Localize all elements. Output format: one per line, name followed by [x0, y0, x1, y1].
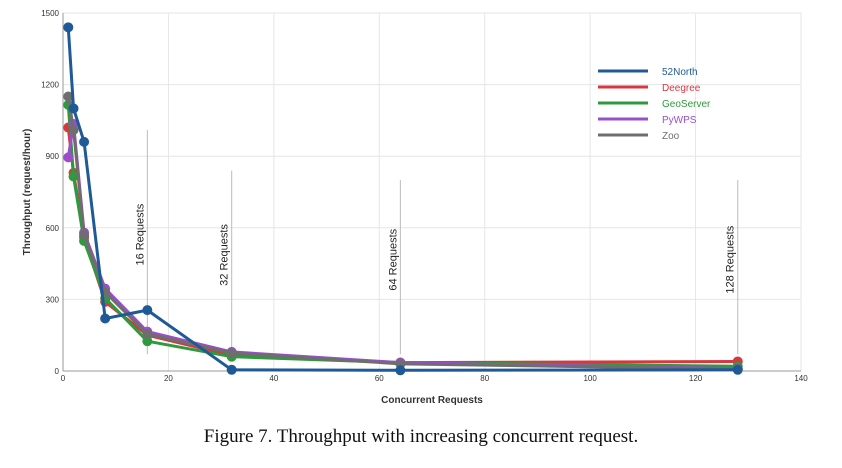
legend: 52North Deegree GeoServer PyWPS Zoo: [598, 67, 711, 142]
y-axis-label: Throughput (request/hour): [22, 129, 33, 256]
data-point-geoserver: [68, 171, 79, 182]
x-tick-label: 100: [583, 374, 597, 383]
annotation-label: 32 Requests: [219, 224, 231, 286]
figure-caption: Figure 7. Throughput with increasing con…: [203, 426, 639, 447]
axes: 0 20 40 60 80 100 120 140 0 300 600 900 1200 1500: [41, 9, 808, 383]
data-point-52north: [732, 364, 743, 375]
data-point-zoo: [79, 229, 90, 240]
x-tick-label: 20: [164, 374, 173, 383]
y-tick-label: 1200: [41, 81, 59, 90]
y-tick-label: 900: [46, 152, 60, 161]
legend-label: GeoServer: [662, 99, 711, 110]
x-tick-label: 0: [61, 374, 66, 383]
data-point-zoo: [63, 91, 74, 102]
x-tick-label: 40: [269, 374, 278, 383]
x-axis-label: Concurrent Requests: [381, 395, 483, 406]
data-point-geoserver: [142, 336, 153, 347]
data-point-zoo: [226, 348, 237, 359]
annotation-label: 16 Requests: [134, 203, 146, 265]
data-point-52north: [142, 305, 153, 316]
annotation-label: 64 Requests: [387, 228, 399, 290]
throughput-chart: 16 Requests 32 Requests 64 Requests 128 Req…: [22, 9, 808, 406]
data-point-zoo: [68, 124, 79, 135]
data-point-52north: [100, 313, 111, 324]
data-point-zoo: [142, 329, 153, 340]
y-tick-label: 1500: [41, 9, 59, 18]
data-point-pywps: [63, 152, 74, 163]
legend-label: PyWPS: [662, 115, 697, 126]
x-tick-label: 140: [794, 374, 808, 383]
legend-label: Deegree: [662, 83, 701, 94]
x-tick-label: 80: [480, 374, 489, 383]
x-tick-label: 120: [689, 374, 703, 383]
data-point-52north: [79, 136, 90, 147]
x-tick-label: 60: [375, 374, 384, 383]
legend-label: 52North: [662, 67, 698, 78]
annotations: 16 Requests 32 Requests 64 Requests 128 Req…: [134, 129, 739, 355]
data-point-52north: [68, 103, 79, 114]
y-tick-label: 600: [46, 224, 60, 233]
legend-label: Zoo: [662, 131, 680, 142]
y-tick-label: 0: [55, 367, 60, 376]
series-line-52north: [66, 27, 738, 372]
annotation-label: 128 Requests: [725, 225, 737, 293]
data-point-52north: [226, 364, 237, 375]
series-group: [63, 22, 743, 376]
grid-lines: [62, 12, 802, 372]
y-tick-label: 300: [46, 295, 60, 304]
data-point-52north: [395, 365, 406, 376]
data-point-52north: [63, 22, 74, 33]
